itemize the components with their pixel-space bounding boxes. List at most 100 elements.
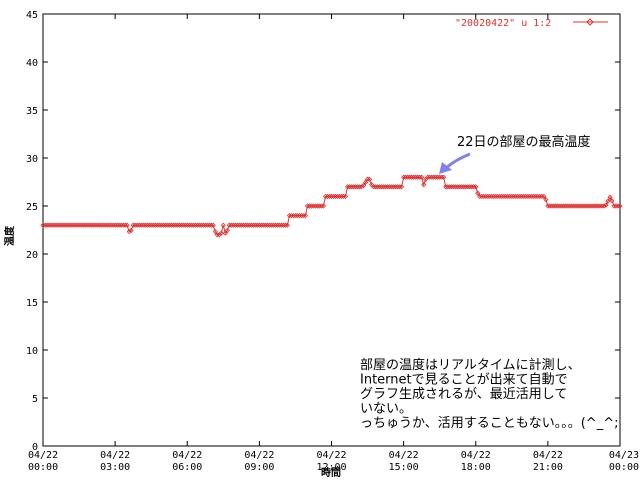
series-point bbox=[467, 184, 473, 190]
series-point bbox=[599, 203, 605, 209]
series-line bbox=[43, 176, 620, 236]
series-point bbox=[92, 222, 98, 228]
series-point bbox=[362, 179, 369, 185]
series-point bbox=[493, 193, 499, 199]
series-point bbox=[140, 222, 146, 228]
series-point bbox=[228, 222, 234, 228]
y-tick-label: 15 bbox=[26, 298, 38, 309]
series-point bbox=[56, 222, 62, 228]
series-point bbox=[515, 193, 521, 199]
note-line: Internetで見ることが出来て自動で bbox=[360, 373, 568, 388]
series-point bbox=[182, 222, 188, 228]
series-point bbox=[565, 203, 571, 209]
x-tick-time: 12:00 bbox=[316, 462, 346, 473]
series-point bbox=[455, 184, 461, 190]
series-point bbox=[42, 222, 48, 228]
series-point bbox=[431, 174, 437, 180]
series-point bbox=[541, 193, 547, 199]
series-point bbox=[387, 184, 393, 190]
series-point bbox=[507, 193, 513, 199]
series-point bbox=[176, 222, 182, 228]
series-point bbox=[447, 184, 453, 190]
series-point bbox=[132, 222, 138, 228]
series-point bbox=[332, 193, 339, 199]
series-point bbox=[160, 222, 166, 228]
series-point bbox=[232, 222, 238, 228]
series-point bbox=[230, 222, 236, 228]
series-point bbox=[208, 222, 214, 228]
series-point bbox=[288, 213, 294, 219]
series-point bbox=[300, 213, 307, 219]
series-point bbox=[511, 193, 517, 199]
series-point bbox=[535, 193, 541, 199]
series-point bbox=[557, 203, 563, 209]
y-axis-ticks: 0 5 10 15 20 25 30 35 40 45 bbox=[26, 10, 620, 453]
series-point bbox=[266, 222, 272, 228]
series-point bbox=[435, 174, 441, 180]
series-point bbox=[316, 203, 323, 209]
series-point bbox=[318, 203, 325, 209]
series-point bbox=[184, 222, 190, 228]
series-point bbox=[403, 174, 409, 180]
series-point bbox=[415, 174, 421, 180]
series-point bbox=[86, 222, 92, 228]
series-point bbox=[186, 222, 192, 228]
series-point bbox=[78, 222, 84, 228]
series-point bbox=[427, 174, 433, 180]
series-point bbox=[373, 184, 379, 190]
series-point bbox=[615, 203, 621, 209]
series-point bbox=[244, 222, 250, 228]
series-point bbox=[601, 203, 607, 209]
series-point bbox=[571, 203, 577, 209]
series-point bbox=[60, 222, 66, 228]
y-tick-label: 0 bbox=[32, 442, 38, 453]
x-tick-time: 06:00 bbox=[172, 462, 202, 473]
x-tick-date: 04/22 bbox=[28, 450, 58, 461]
series-point bbox=[298, 213, 305, 219]
series-point bbox=[439, 174, 445, 180]
series-point bbox=[278, 222, 284, 228]
series-point bbox=[70, 222, 76, 228]
y-tick-label: 25 bbox=[26, 202, 38, 213]
series-point bbox=[479, 193, 485, 199]
series-point bbox=[537, 193, 543, 199]
series-point bbox=[561, 203, 567, 209]
series-point bbox=[166, 222, 172, 228]
series-point bbox=[517, 193, 523, 199]
series-point bbox=[174, 222, 180, 228]
series-point bbox=[204, 222, 210, 228]
series-point bbox=[162, 222, 168, 228]
series-point bbox=[52, 222, 58, 228]
series-point bbox=[419, 174, 425, 180]
series-point bbox=[210, 222, 216, 228]
series-point bbox=[310, 203, 317, 209]
series-point bbox=[348, 184, 355, 190]
series-point bbox=[80, 222, 86, 228]
series-point bbox=[286, 213, 292, 219]
series-point bbox=[104, 222, 110, 228]
x-tick-date: 04/22 bbox=[533, 450, 563, 461]
y-tick-label: 5 bbox=[32, 394, 38, 405]
series-point bbox=[68, 222, 74, 228]
series-point bbox=[401, 174, 407, 180]
series-point bbox=[110, 222, 116, 228]
series-point bbox=[587, 203, 593, 209]
series-point bbox=[136, 222, 142, 228]
series-point bbox=[220, 222, 226, 228]
series-point bbox=[413, 174, 419, 180]
series-point bbox=[617, 203, 623, 209]
x-tick-date: 04/22 bbox=[316, 450, 346, 461]
series-point bbox=[581, 203, 587, 209]
series-point bbox=[134, 222, 140, 228]
series-point bbox=[72, 222, 78, 228]
series-point bbox=[218, 230, 224, 236]
x-axis-ticks: 04/2200:0004/2203:0004/2206:0004/2209:00… bbox=[28, 14, 639, 473]
series-point bbox=[453, 184, 459, 190]
x-tick-time: 21:00 bbox=[533, 462, 563, 473]
y-tick-label: 20 bbox=[26, 250, 38, 261]
series-point bbox=[54, 222, 60, 228]
series-point bbox=[381, 184, 387, 190]
series-point bbox=[421, 182, 427, 188]
series-point bbox=[126, 229, 132, 235]
series-point bbox=[389, 184, 395, 190]
